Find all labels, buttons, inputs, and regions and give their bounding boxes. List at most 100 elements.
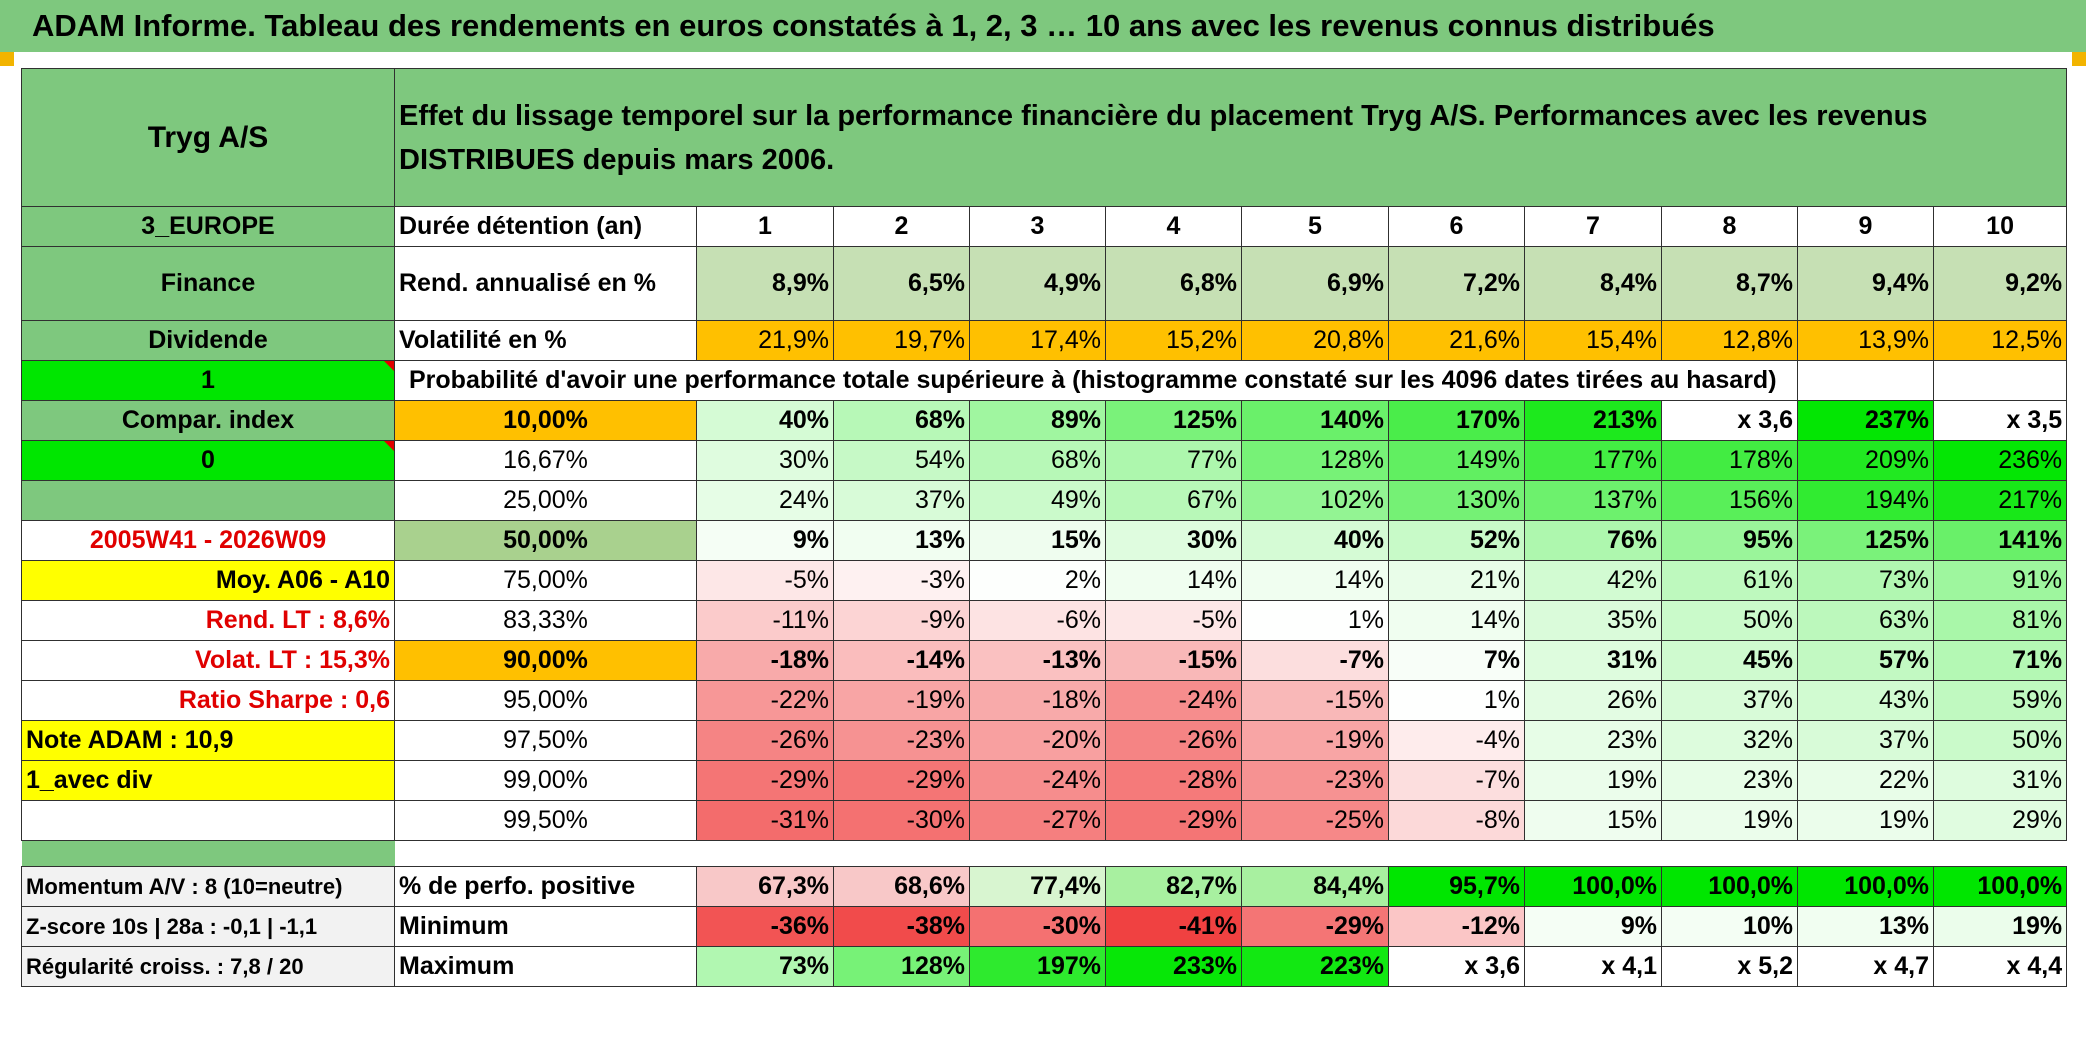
spacer-green-cell (21, 840, 395, 867)
avec-div-label: 1_avec div (21, 760, 395, 801)
quantile-value-cell: 177% (1524, 440, 1662, 481)
positive-perf-cell: 67,3% (696, 866, 834, 907)
quantile-value-cell: 45% (1661, 640, 1798, 681)
quantile-value-cell: 68% (969, 440, 1106, 481)
quantile-value-cell: 13% (833, 520, 970, 561)
flag-cell-1[interactable]: 1 (21, 360, 395, 401)
rend-cell: 4,9% (969, 246, 1106, 321)
year-header: 5 (1241, 206, 1389, 247)
quantile-value-cell: -26% (696, 720, 834, 761)
quantile-value-cell: 22% (1797, 760, 1934, 801)
quantile-value-cell: 141% (1932, 520, 2068, 561)
quantile-value-cell: -15% (1241, 680, 1389, 721)
quantile-value-cell: 43% (1797, 680, 1934, 721)
year-header: 6 (1388, 206, 1525, 247)
quantile-value-cell: -30% (833, 800, 970, 841)
flag-cell-0[interactable]: 0 (21, 440, 395, 481)
quantile-value-cell: 95% (1661, 520, 1798, 561)
empty-green-cell (21, 480, 395, 521)
quantile-value-cell: -7% (1241, 640, 1389, 681)
volat-cell: 12,5% (1932, 320, 2068, 361)
quantile-value-cell: 125% (1797, 520, 1934, 561)
quantile-value-cell: -5% (1105, 600, 1242, 641)
quantile-label: 10,00% (394, 400, 697, 441)
quantile-value-cell: -18% (969, 680, 1106, 721)
rend-cell: 8,7% (1661, 246, 1798, 321)
regularite-label: Régularité croiss. : 7,8 / 20 (21, 946, 395, 987)
year-header: 7 (1524, 206, 1662, 247)
quantile-value-cell: 15% (1524, 800, 1662, 841)
quantile-value-cell: -26% (1105, 720, 1242, 761)
rend-cell: 6,5% (833, 246, 970, 321)
rend-cell: 7,2% (1388, 246, 1525, 321)
moy-label: Moy. A06 - A10 (21, 560, 395, 601)
quantile-value-cell: 130% (1388, 480, 1525, 521)
quantile-value-cell: 14% (1241, 560, 1389, 601)
quantile-value-cell: 125% (1105, 400, 1242, 441)
positive-perf-cell: 82,7% (1105, 866, 1242, 907)
quantile-value-cell: 37% (1661, 680, 1798, 721)
maximum-cell: 73% (696, 946, 834, 987)
quantile-value-cell: 67% (1105, 480, 1242, 521)
quantile-value-cell: 149% (1388, 440, 1525, 481)
year-header: 2 (833, 206, 970, 247)
quantile-value-cell: 54% (833, 440, 970, 481)
minimum-cell: -29% (1241, 906, 1389, 947)
quantile-value-cell: -5% (696, 560, 834, 601)
quantile-value-cell: -19% (1241, 720, 1389, 761)
minimum-cell: -38% (833, 906, 970, 947)
quantile-value-cell: 19% (1524, 760, 1662, 801)
quantile-value-cell: 21% (1388, 560, 1525, 601)
quantile-value-cell: -9% (833, 600, 970, 641)
year-header: 9 (1797, 206, 1934, 247)
quantile-value-cell: -23% (1241, 760, 1389, 801)
quantile-value-cell: x 3,6 (1661, 400, 1798, 441)
quantile-value-cell: 194% (1797, 480, 1934, 521)
rend-label: Rend. annualisé en % (394, 246, 697, 321)
quantile-value-cell: 140% (1241, 400, 1389, 441)
quantile-value-cell: 63% (1797, 600, 1934, 641)
quantile-value-cell: 61% (1661, 560, 1798, 601)
empty-cell (1932, 360, 2068, 401)
quantile-value-cell: 29% (1932, 800, 2068, 841)
quantile-value-cell: -6% (969, 600, 1106, 641)
quantile-value-cell: -25% (1241, 800, 1389, 841)
quantile-value-cell: -20% (969, 720, 1106, 761)
quantile-label: 95,00% (394, 680, 697, 721)
quantile-value-cell: 23% (1524, 720, 1662, 761)
minimum-cell: 13% (1797, 906, 1934, 947)
quantile-value-cell: 81% (1932, 600, 2068, 641)
year-header: 1 (696, 206, 834, 247)
zscore-label: Z-score 10s | 28a : -0,1 | -1,1 (21, 906, 395, 947)
quantile-value-cell: 31% (1932, 760, 2068, 801)
volat-cell: 15,4% (1524, 320, 1662, 361)
duration-label: Durée détention (an) (394, 206, 697, 247)
quantile-value-cell: 156% (1661, 480, 1798, 521)
quantile-value-cell: 30% (696, 440, 834, 481)
quantile-value-cell: 37% (1797, 720, 1934, 761)
performance-table: Tryg A/S Effet du lissage temporel sur l… (21, 68, 2068, 987)
quantile-value-cell: -23% (833, 720, 970, 761)
probability-caption: Probabilité d'avoir une performance tota… (394, 360, 1798, 401)
volat-lt-label: Volat. LT : 15,3% (21, 640, 395, 681)
quantile-value-cell: 23% (1661, 760, 1798, 801)
quantile-value-cell: 19% (1797, 800, 1934, 841)
note-adam-label: Note ADAM : 10,9 (21, 720, 395, 761)
positive-perf-cell: 100,0% (1661, 866, 1798, 907)
quantile-value-cell: 50% (1932, 720, 2068, 761)
quantile-value-cell: -29% (1105, 800, 1242, 841)
positive-perf-cell: 100,0% (1524, 866, 1662, 907)
quantile-value-cell: 128% (1241, 440, 1389, 481)
empty-cell (21, 800, 395, 841)
volat-cell: 12,8% (1661, 320, 1798, 361)
spacer-cell (395, 841, 2067, 867)
quantile-value-cell: 102% (1241, 480, 1389, 521)
sharpe-label: Ratio Sharpe : 0,6 (21, 680, 395, 721)
quantile-value-cell: 1% (1388, 680, 1525, 721)
positive-perf-cell: 77,4% (969, 866, 1106, 907)
rend-cell: 9,2% (1932, 246, 2068, 321)
quantile-value-cell: 2% (969, 560, 1106, 601)
quantile-value-cell: 1% (1241, 600, 1389, 641)
positive-perf-cell: 95,7% (1388, 866, 1525, 907)
positive-perf-cell: 68,6% (833, 866, 970, 907)
